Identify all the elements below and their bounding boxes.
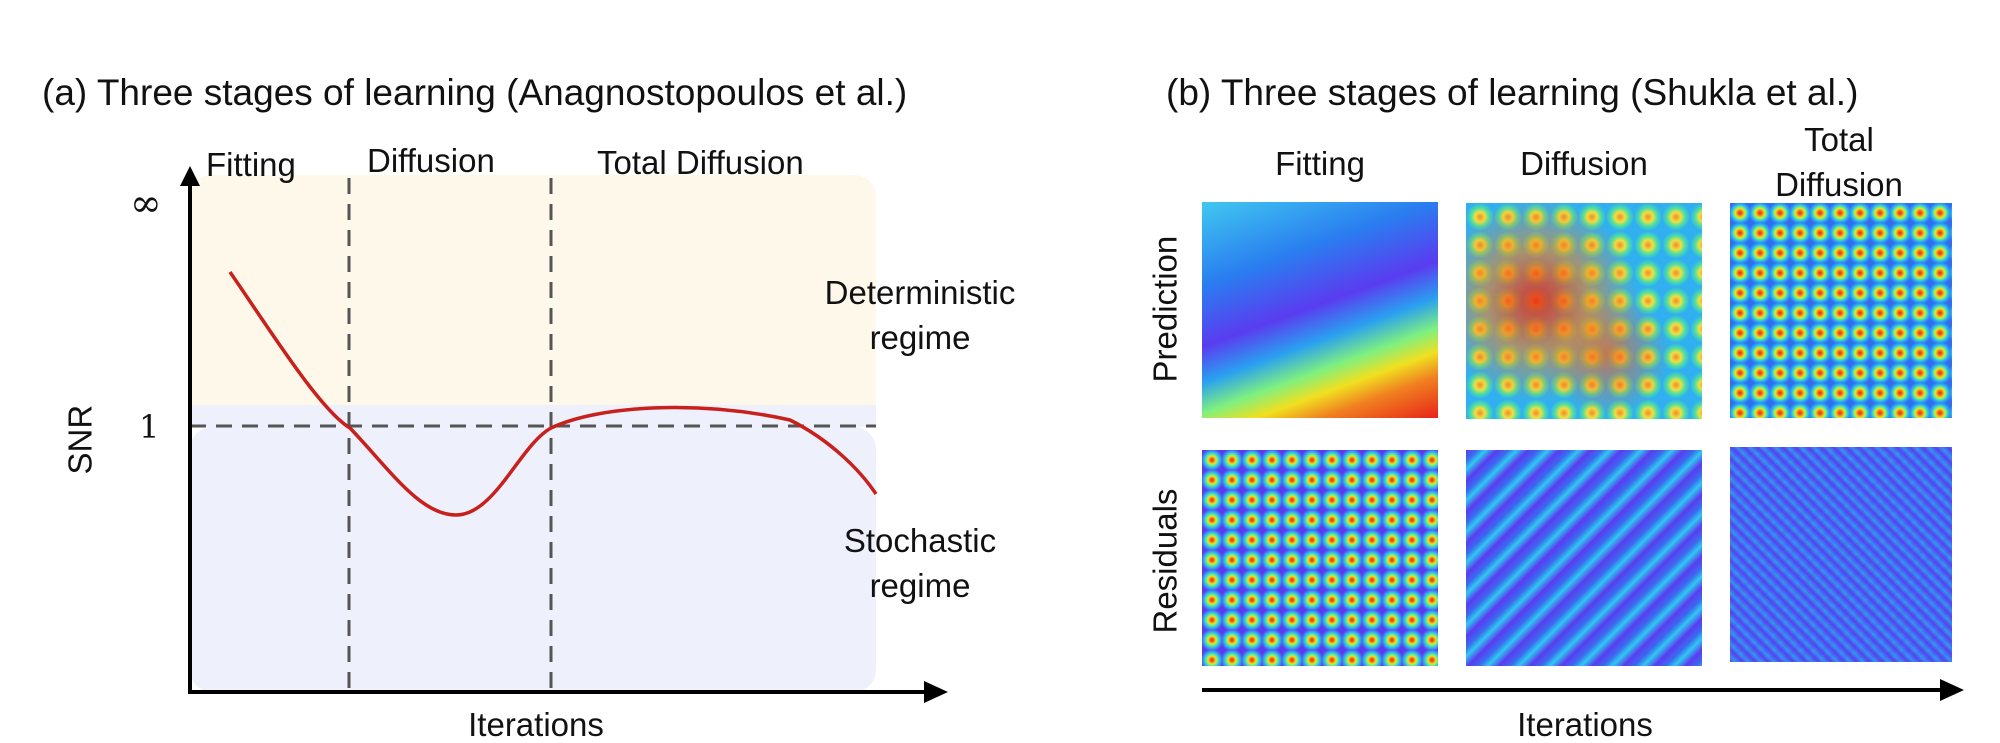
x-axis-label-a: Iterations [468,706,604,743]
residuals-diffusion-image [1466,450,1702,666]
x-axis-label-b: Iterations [1517,706,1653,743]
x-axis-b-arrow [1940,679,1964,701]
stochastic-region [190,427,876,692]
deterministic-region [190,175,876,427]
y-tick-one: 1 [139,408,160,446]
column-label-total-diffusion: Diffusion [1775,166,1903,203]
y-axis-arrow [180,166,200,186]
prediction-fitting-image [1202,202,1438,418]
prediction-total-diffusion-image [1730,203,1952,418]
residuals-fitting-image [1202,450,1438,666]
prediction-diffusion-image [1466,203,1702,419]
x-axis-arrow [924,681,948,703]
stage-label-fitting: Fitting [206,146,296,183]
y-tick-infinity: ∞ [130,181,162,225]
panel-a-title: (a) Three stages of learning (Anagnostop… [42,72,908,113]
panel-b-title: (b) Three stages of learning (Shukla et … [1166,72,1859,113]
stage-label-total-diffusion: Total Diffusion [597,144,804,181]
stage-label-diffusion: Diffusion [367,142,495,179]
column-label-total: Total [1804,121,1874,158]
regime-lower-line1: Stochastic [843,522,997,559]
column-label-fitting: Fitting [1275,145,1365,182]
column-label-diffusion: Diffusion [1520,145,1648,182]
regime-upper-line2: regime [869,319,971,356]
regime-upper-line1: Deterministic [824,274,1016,311]
regime-lower-line2: regime [869,567,971,604]
residuals-total-diffusion-image [1730,447,1952,662]
snr-curve [228,271,878,517]
